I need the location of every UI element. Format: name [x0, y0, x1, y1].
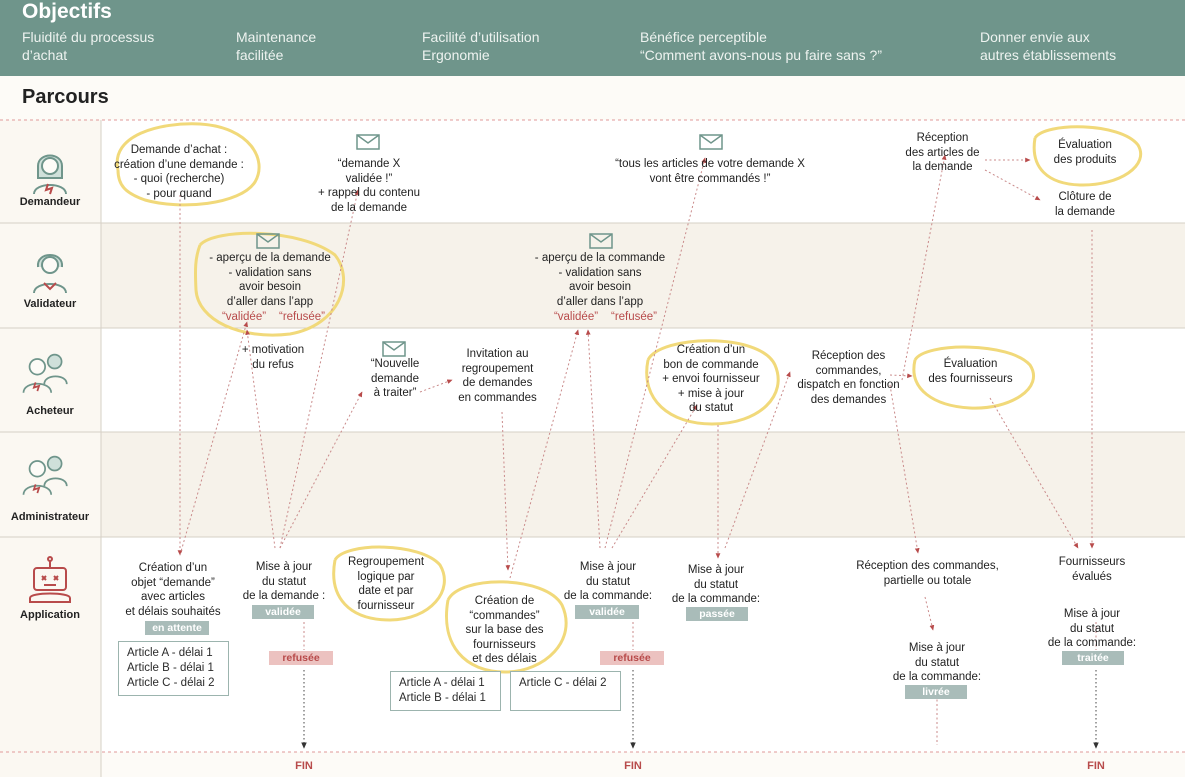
step-creation-bon: Création d’un bon de commande + envoi fo… [662, 344, 760, 414]
step-creation-objet: Création d’un objet “demande” avec artic… [125, 562, 221, 618]
lane-label-demandeur: Demandeur [19, 196, 81, 208]
step-evaluation-fournisseurs: Évaluation des fournisseurs [928, 358, 1013, 385]
highlight-demande [115, 122, 261, 207]
lane-bg-application [101, 537, 1185, 752]
step-creation-commandes: Création de “commandes” sur la base des … [465, 595, 544, 665]
robot-icon [29, 556, 71, 603]
objectives-title: Objectifs [22, 0, 112, 23]
team-avatar-icon [22, 455, 68, 496]
lane-bg-validateur [101, 223, 1185, 328]
objective-fluidite: Fluidité du processus d’achat [22, 29, 155, 63]
step-nouvelle-demande: “Nouvelle demande à traiter” [370, 358, 420, 399]
team-avatar-icon [22, 353, 68, 394]
fin-label: FIN [624, 760, 642, 772]
envelope-icon [382, 341, 406, 357]
step-apercu-commande: - aperçu de la commande - validation san… [534, 252, 666, 308]
step-regroupement: Regroupement logique par date et par fou… [347, 556, 425, 612]
lane-bg-acheteur [101, 328, 1185, 432]
step-maj-commande-1: Mise à jour du statut de la commande: [563, 561, 653, 602]
lane-label-application: Application [20, 609, 80, 621]
lane-label-administrateur: Administrateur [10, 511, 90, 523]
status-badge-refusee-commande: refusée [600, 651, 664, 665]
highlight-bon-commande [645, 339, 780, 426]
envelope-icon [589, 233, 613, 249]
status-badge-livree: livrée [905, 685, 967, 699]
objective-ergonomie: Facilité d’utilisation Ergonomie [422, 29, 540, 63]
step-demande-achat: Demande d’achat : création d’une demande… [114, 144, 244, 200]
step-reception-articles: Réception des articles de la demande [905, 132, 980, 173]
status-badge-traitee: traitée [1062, 651, 1124, 665]
objectives-header: Objectifs Fluidité du processus d’achat … [0, 0, 1185, 76]
step-mail-validee: “demande X validée !” + rappel du conten… [318, 158, 420, 214]
step-motivation: + motivation du refus [241, 344, 305, 371]
status-badge-validee-commande: validée [575, 605, 639, 619]
step-reception-commandes: Réception des commandes, dispatch en fon… [797, 350, 900, 406]
choice-validee-commande: “validée” [553, 311, 599, 323]
woman-avatar-icon [33, 254, 67, 294]
step-invitation: Invitation au regroupement de demandes e… [458, 348, 537, 404]
step-evaluation-produits: Évaluation des produits [1053, 139, 1117, 166]
step-maj-commande-4: Mise à jour du statut de la commande: [1047, 608, 1137, 649]
choice-validee: “validée” [221, 311, 267, 323]
step-maj-commande-2: Mise à jour du statut de la commande: [671, 564, 761, 605]
lane-bg-demandeur [101, 120, 1185, 223]
fin-label: FIN [295, 760, 313, 772]
highlight-regroupement [332, 545, 446, 622]
lane-bg-administrateur [101, 432, 1185, 537]
articles-box-all: Article A - délai 1 Article B - délai 1 … [118, 641, 229, 696]
lane-label-acheteur: Acheteur [26, 405, 74, 417]
step-maj-commande-3: Mise à jour du statut de la commande: [892, 642, 982, 683]
step-fournisseurs-evalues: Fournisseurs évalués [1058, 556, 1126, 583]
step-reception-partielle: Réception des commandes, partielle ou to… [856, 560, 999, 587]
highlight-evaluation-fournisseurs [912, 345, 1035, 410]
objective-donner-envie: Donner envie aux autres établissements [980, 29, 1117, 63]
step-cloture: Clôture de la demande [1054, 191, 1116, 218]
objective-maintenance: Maintenance facilitée [236, 29, 317, 63]
status-badge-refusee: refusée [269, 651, 333, 665]
objective-benefice: Bénéfice perceptible “Comment avons-nous… [640, 29, 882, 63]
choice-refusee-commande: “refusée” [610, 311, 658, 323]
fin-label: FIN [1087, 760, 1105, 772]
articles-box-ab: Article A - délai 1 Article B - délai 1 [390, 671, 501, 711]
status-badge-en-attente: en attente [145, 621, 209, 635]
lane-label-validateur: Validateur [23, 298, 77, 310]
step-maj-demande: Mise à jour du statut de la demande : [242, 561, 326, 602]
articles-box-c: Article C - délai 2 [510, 671, 621, 711]
step-apercu-demande: - aperçu de la demande - validation sans… [209, 252, 331, 308]
highlight-creation-commandes [445, 580, 568, 674]
choice-refusee: “refusée” [278, 311, 326, 323]
woman-avatar-icon [33, 154, 67, 195]
envelope-icon [256, 233, 280, 249]
status-badge-validee: validée [252, 605, 314, 619]
highlight-evaluation-produits [1032, 125, 1142, 187]
status-badge-passee: passée [686, 607, 748, 621]
envelope-icon [356, 134, 380, 150]
step-mail-articles: “tous les articles de votre demande X vo… [615, 158, 805, 185]
parcours-title: Parcours [22, 86, 109, 108]
envelope-icon [699, 134, 723, 150]
